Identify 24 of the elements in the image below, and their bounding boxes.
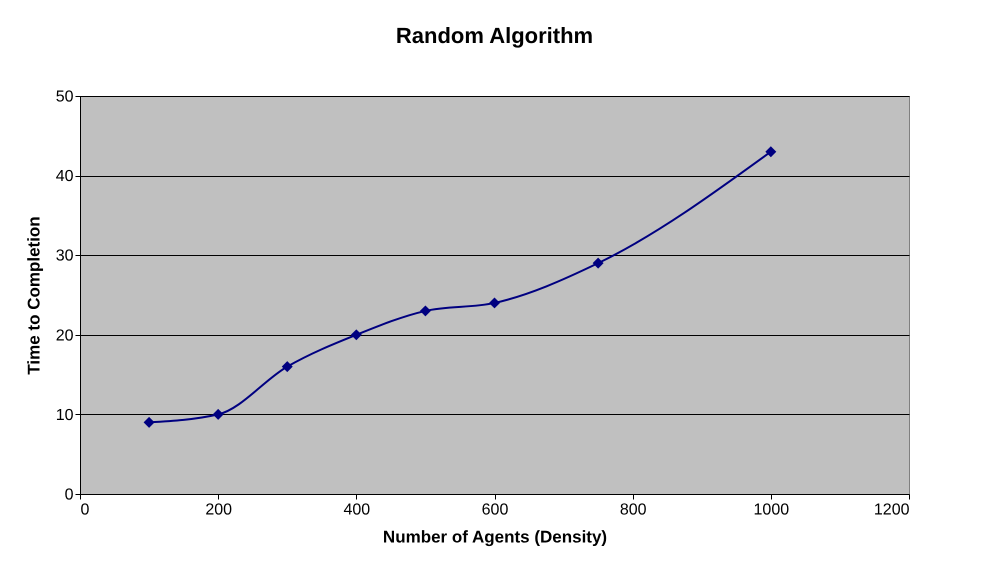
y-tick-label: 50 xyxy=(56,88,74,106)
x-tick-label: 800 xyxy=(620,502,647,518)
point xyxy=(350,329,362,340)
y-tick-label: 20 xyxy=(56,327,74,344)
point xyxy=(765,146,776,158)
x-axis-title: Number of Agents (Density) xyxy=(382,528,608,546)
x-tick-label: 400 xyxy=(343,502,370,518)
point xyxy=(489,297,500,308)
chart-title: Random Algorithm xyxy=(396,23,594,48)
x-tick-label: 1000 xyxy=(754,502,790,518)
point xyxy=(592,258,604,269)
x-tick-label: 600 xyxy=(482,502,508,518)
point xyxy=(212,408,224,420)
x-tick-label: 0 xyxy=(80,502,90,518)
point xyxy=(282,361,293,372)
y-axis-title: Time to Completion xyxy=(24,216,44,375)
y-tick-label: 30 xyxy=(56,248,74,265)
y-tick-label: 10 xyxy=(56,406,74,424)
x-tick-label: 1200 xyxy=(874,502,910,518)
y-tick-label: 40 xyxy=(56,168,74,186)
y-tick-label: 0 xyxy=(64,486,74,504)
x-tick-label: 200 xyxy=(205,502,232,518)
point xyxy=(144,416,155,428)
point xyxy=(420,305,431,316)
